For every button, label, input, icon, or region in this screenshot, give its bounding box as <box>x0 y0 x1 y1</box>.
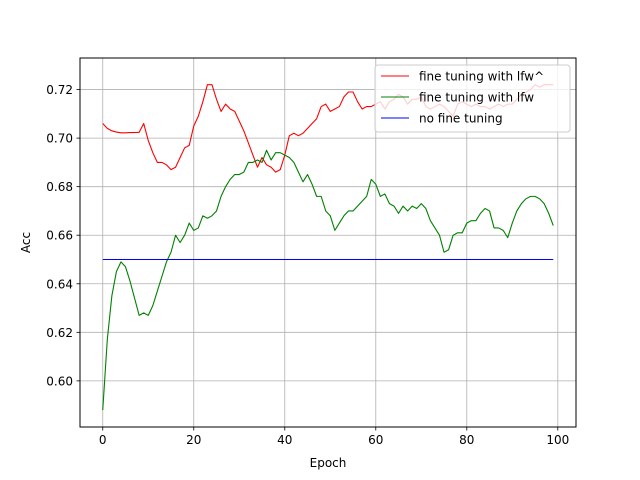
x-tick-label: 100 <box>546 433 569 447</box>
y-tick-label: 0.66 <box>46 229 73 243</box>
x-tick-label: 80 <box>459 433 474 447</box>
y-tick-label: 0.64 <box>46 277 73 291</box>
legend-label: fine tuning with lfw <box>419 91 534 105</box>
x-tick-label: 60 <box>368 433 383 447</box>
x-axis-label: Epoch <box>310 456 347 470</box>
legend-label: fine tuning with lfw^ <box>419 70 544 84</box>
x-tick-label: 0 <box>99 433 107 447</box>
legend: fine tuning with lfw^ fine tuning with lf… <box>374 64 571 133</box>
series-line-2 <box>102 149 554 411</box>
legend-label: no fine tuning <box>419 112 503 126</box>
y-tick-label: 0.72 <box>46 83 73 97</box>
y-tick-label: 0.60 <box>46 374 73 388</box>
plot-frame <box>79 57 577 428</box>
y-tick-label: 0.70 <box>46 132 73 146</box>
grid <box>80 58 576 427</box>
x-tick-label: 20 <box>186 433 201 447</box>
x-tick-label: 40 <box>277 433 292 447</box>
legend-box <box>374 64 571 133</box>
y-tick-label: 0.68 <box>46 180 73 194</box>
axis-ticks: 0 20 40 60 80 100 0.60 0.62 0.64 0.66 0.68 0.70 0.72 <box>46 83 569 447</box>
y-tick-label: 0.62 <box>46 326 73 340</box>
y-axis-label: Acc <box>19 232 33 253</box>
